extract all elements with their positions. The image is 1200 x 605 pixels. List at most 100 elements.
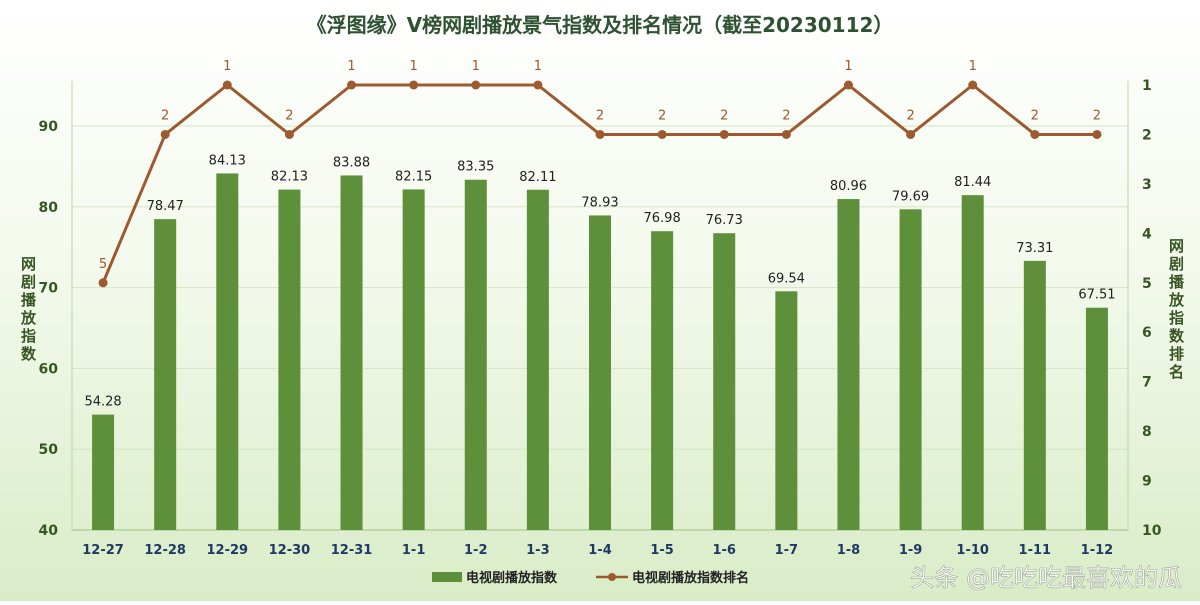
bar-value-label: 82.15 xyxy=(395,169,432,184)
legend-line-label: 电视剧播放指数排名 xyxy=(632,570,749,586)
rank-value-label: 2 xyxy=(782,108,790,123)
x-tick-label: 1-11 xyxy=(1019,543,1052,558)
left-tick-label: 90 xyxy=(39,119,59,135)
rank-point xyxy=(160,129,170,139)
bar-value-label: 84.13 xyxy=(209,153,246,168)
bar-value-label: 69.54 xyxy=(768,271,805,286)
x-tick-label: 1-4 xyxy=(588,543,612,558)
left-tick-label: 40 xyxy=(39,523,59,539)
legend-bar-label: 电视剧播放指数 xyxy=(466,570,558,586)
right-axis-title: 网剧播放指数排名 xyxy=(1167,238,1185,382)
bar xyxy=(651,231,674,530)
bars xyxy=(92,173,1108,531)
x-tick-label: 1-1 xyxy=(402,543,426,558)
right-tick-label: 6 xyxy=(1142,325,1152,341)
bar xyxy=(899,209,922,530)
rank-value-label: 2 xyxy=(720,108,728,123)
rank-value-label: 2 xyxy=(1031,108,1039,123)
rank-value-label: 2 xyxy=(658,108,666,123)
x-tick-label: 1-3 xyxy=(526,543,550,558)
right-tick-label: 8 xyxy=(1142,424,1152,440)
x-tick-label: 12-30 xyxy=(269,543,311,558)
right-tick-label: 2 xyxy=(1142,127,1152,143)
rank-point xyxy=(906,129,916,139)
bar xyxy=(775,291,798,530)
bar xyxy=(589,215,611,530)
left-tick-label: 50 xyxy=(39,442,59,458)
bar xyxy=(92,414,115,530)
rank-point xyxy=(284,129,294,139)
rank-point xyxy=(409,80,419,90)
x-tick-label: 12-27 xyxy=(82,543,124,558)
right-tick-label: 4 xyxy=(1142,226,1152,242)
bar-value-label: 73.31 xyxy=(1016,241,1053,256)
bar-value-label: 81.44 xyxy=(954,175,991,190)
rank-point xyxy=(471,80,481,90)
bar xyxy=(837,199,860,530)
left-axis-ticks: 40 50 60 70 80 90 xyxy=(39,119,59,539)
bar-value-label: 76.98 xyxy=(644,211,681,226)
bar xyxy=(713,233,736,530)
rank-point xyxy=(1030,129,1040,139)
right-tick-label: 3 xyxy=(1142,177,1152,193)
right-tick-label: 10 xyxy=(1142,523,1162,539)
bar xyxy=(278,189,301,530)
bar-value-label: 78.93 xyxy=(581,195,618,210)
rank-value-label: 1 xyxy=(472,59,480,74)
rank-point xyxy=(968,80,978,90)
bar xyxy=(526,189,549,530)
rank-value-label: 1 xyxy=(347,59,355,74)
right-tick-label: 9 xyxy=(1142,474,1152,490)
rank-point xyxy=(719,129,729,139)
rank-value-label: 2 xyxy=(906,108,914,123)
x-tick-label: 1-7 xyxy=(775,543,799,558)
right-tick-label: 5 xyxy=(1142,276,1152,292)
bar xyxy=(154,219,177,530)
bar-value-label: 67.51 xyxy=(1078,288,1115,303)
rank-value-label: 2 xyxy=(1093,108,1101,123)
watermark: 头条 @吃吃吃最喜欢的瓜 xyxy=(910,564,1182,592)
rank-point xyxy=(657,129,667,139)
x-tick-label: 1-10 xyxy=(956,543,989,558)
legend-bar-swatch xyxy=(432,572,462,582)
x-tick-label: 1-12 xyxy=(1081,543,1114,558)
left-axis-title: 网剧播放指数 xyxy=(19,256,37,364)
bar xyxy=(216,173,239,530)
right-tick-label: 1 xyxy=(1142,78,1152,94)
right-tick-label: 7 xyxy=(1142,375,1152,391)
rank-point xyxy=(843,80,853,90)
bar-value-label: 76.73 xyxy=(706,213,743,228)
bar-value-label: 78.47 xyxy=(147,199,184,214)
x-tick-label: 1-9 xyxy=(899,543,923,558)
chart-title: 《浮图缘》V榜网剧播放景气指数及排名情况（截至20230112） xyxy=(307,13,894,37)
bar xyxy=(464,179,487,530)
x-axis-ticks: 12-27 12-28 12-29 12-30 12-31 1-1 1-2 1-3 1-4 1-5… xyxy=(82,543,1113,558)
rank-value-label: 1 xyxy=(410,59,418,74)
rank-line xyxy=(98,80,1102,288)
rank-value-label: 1 xyxy=(844,59,852,74)
rank-value-label: 1 xyxy=(534,59,542,74)
rank-value-label: 2 xyxy=(285,108,293,123)
bar-value-label: 83.88 xyxy=(333,155,370,170)
bar-value-label: 82.11 xyxy=(519,170,556,185)
x-tick-label: 12-31 xyxy=(331,543,373,558)
rank-value-label: 1 xyxy=(223,59,231,74)
bar-value-label: 79.69 xyxy=(892,189,929,204)
rank-point xyxy=(595,129,605,139)
right-axis-ticks: 1 2 3 4 5 6 7 8 9 10 xyxy=(1142,78,1162,539)
legend: 电视剧播放指数 电视剧播放指数排名 xyxy=(432,570,749,586)
rank-point xyxy=(222,80,232,90)
bar xyxy=(1023,260,1046,530)
legend-line-marker xyxy=(608,573,616,581)
rank-value-label: 1 xyxy=(969,59,977,74)
left-tick-label: 80 xyxy=(39,200,59,216)
x-tick-label: 1-6 xyxy=(712,543,736,558)
rank-point xyxy=(781,129,791,139)
bar xyxy=(961,195,984,530)
rank-point xyxy=(98,278,108,288)
rank-value-label: 5 xyxy=(99,257,107,272)
rank-value-label: 2 xyxy=(161,108,169,123)
left-tick-label: 70 xyxy=(39,281,59,297)
